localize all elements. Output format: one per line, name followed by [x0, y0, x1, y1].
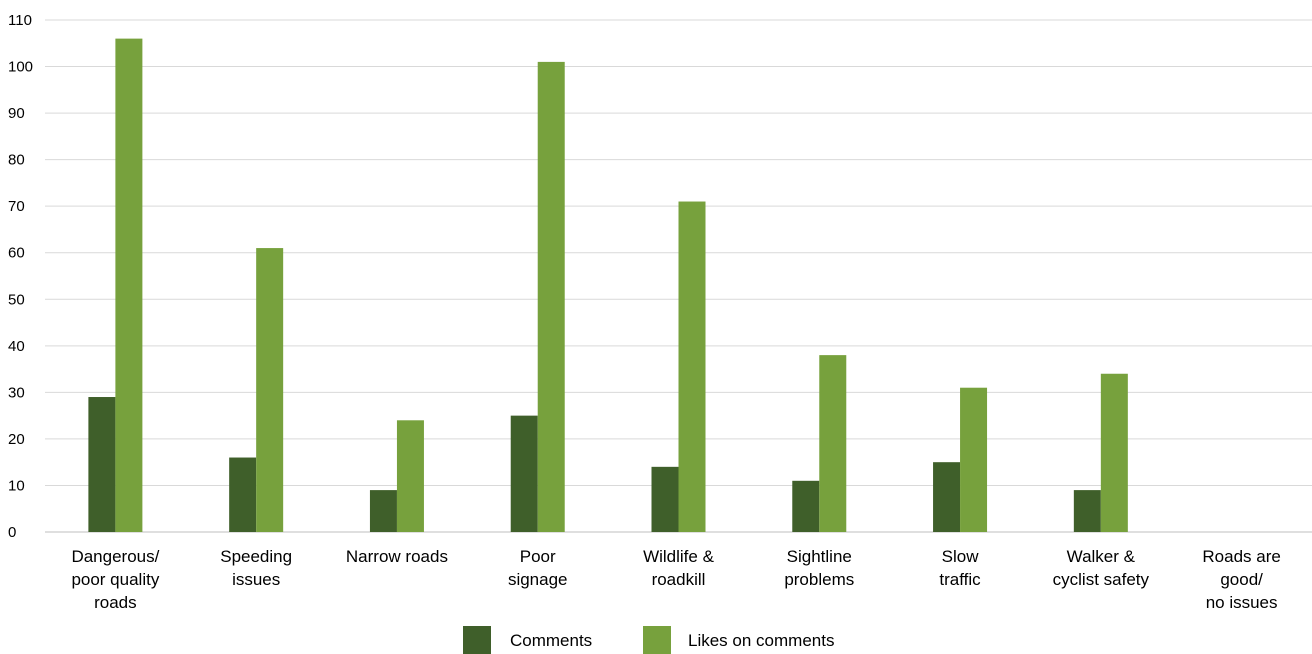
- x-category-label: Speeding issues: [220, 547, 292, 589]
- x-category-label: Poor signage: [508, 547, 568, 589]
- bar-likes: [819, 355, 847, 532]
- bar-comments: [792, 480, 820, 532]
- legend-swatch: [463, 626, 491, 654]
- x-category-label: Walker & cyclist safety: [1053, 547, 1150, 589]
- y-tick-label: 70: [8, 198, 25, 215]
- y-axis-ticks: 0 10 20 30 40 50 60 70 80 90 100 110: [8, 12, 33, 541]
- bar-likes: [396, 420, 424, 532]
- legend-swatch: [643, 626, 671, 654]
- x-category-label: Wildlife & roadkill: [643, 547, 715, 589]
- bar-likes: [960, 387, 988, 532]
- y-tick-label: 0: [8, 524, 16, 541]
- bar-comments: [88, 397, 116, 532]
- x-category-label: Roads are good/no issues: [1202, 547, 1280, 612]
- y-tick-label: 100: [8, 59, 33, 76]
- bar-likes: [678, 201, 706, 532]
- bar-likes: [537, 61, 565, 533]
- bar-comments: [369, 490, 397, 532]
- y-tick-label: 80: [8, 152, 25, 169]
- x-category-label: Slow traffic: [939, 547, 981, 589]
- bar-likes: [115, 38, 143, 532]
- x-category-label: Sightline problems: [784, 547, 854, 589]
- y-tick-label: 90: [8, 105, 25, 122]
- x-axis-labels: Dangerous/poor quality roads Speeding issue…: [71, 547, 1280, 612]
- bar-likes: [256, 248, 284, 532]
- y-tick-label: 60: [8, 245, 25, 262]
- bar-likes: [1100, 373, 1128, 532]
- bar-comments: [229, 457, 257, 532]
- legend: Comments Likes on comments: [463, 626, 834, 654]
- y-tick-label: 110: [8, 12, 32, 29]
- y-tick-label: 20: [8, 431, 25, 448]
- y-tick-label: 30: [8, 384, 25, 401]
- bar-comments: [1073, 490, 1101, 532]
- y-tick-label: 10: [8, 477, 25, 494]
- legend-label: Likes on comments: [688, 631, 834, 650]
- bar-comments: [510, 415, 538, 532]
- bar-comments: [651, 466, 679, 532]
- legend-label: Comments: [510, 631, 592, 650]
- y-tick-label: 50: [8, 291, 25, 308]
- bar-comments: [933, 462, 961, 532]
- y-tick-label: 40: [8, 338, 25, 355]
- x-category-label: Dangerous/poor quality roads: [71, 547, 159, 612]
- bars: [88, 38, 1128, 533]
- x-category-label: Narrow roads: [346, 547, 448, 566]
